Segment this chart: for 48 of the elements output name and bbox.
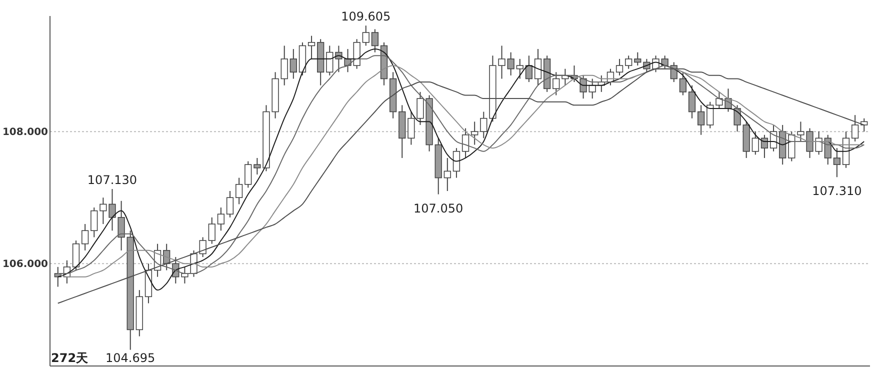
- annotation: 272天: [51, 351, 90, 365]
- candlestick: [208, 216, 216, 244]
- candlestick: [362, 25, 370, 46]
- candlestick: [308, 35, 316, 60]
- candlestick: [326, 45, 334, 76]
- candlestick: [235, 177, 243, 205]
- y-tick-label: 108.000: [2, 127, 48, 138]
- annotation: 109.605: [341, 10, 391, 24]
- candlestick: [688, 84, 696, 119]
- candlestick: [706, 101, 714, 129]
- candlestick: [280, 45, 288, 86]
- candlestick: [634, 52, 642, 66]
- candlestick: [462, 128, 470, 158]
- candlestick: [199, 236, 206, 258]
- candlestick: [752, 131, 759, 156]
- candlestick: [851, 114, 859, 142]
- candlestick: [480, 111, 488, 139]
- candlestick: [471, 121, 478, 146]
- candlestick: [452, 148, 460, 178]
- candlestick: [72, 240, 80, 271]
- candlestick: [616, 58, 624, 76]
- candlestick: [525, 55, 533, 83]
- candlestick: [254, 157, 261, 175]
- candlestick: [290, 48, 297, 80]
- annotation: 107.310: [812, 184, 862, 198]
- candlestick: [81, 224, 89, 251]
- candlestick: [516, 58, 524, 80]
- candlestick: [507, 52, 514, 76]
- candlestick: [716, 91, 723, 109]
- candlestick: [697, 104, 705, 136]
- candlestick: [534, 48, 542, 86]
- candlestick: [444, 157, 451, 192]
- y-tick-label: 106.000: [2, 259, 48, 270]
- candlestick: [371, 28, 379, 53]
- annotation: 107.050: [414, 201, 464, 216]
- candlestick: [625, 55, 632, 70]
- annotation: 104.695: [106, 351, 156, 365]
- candlestick: [679, 72, 687, 96]
- candlestick: [788, 131, 796, 162]
- candlestick: [90, 207, 98, 238]
- candlestick: [408, 111, 415, 146]
- candlestick: [353, 38, 360, 70]
- candlestick: [833, 148, 841, 178]
- candlestick: [552, 72, 560, 96]
- candlestick: [226, 190, 234, 218]
- annotation: 107.130: [87, 173, 138, 188]
- candlestick: [217, 207, 225, 232]
- candlestick: [244, 160, 252, 188]
